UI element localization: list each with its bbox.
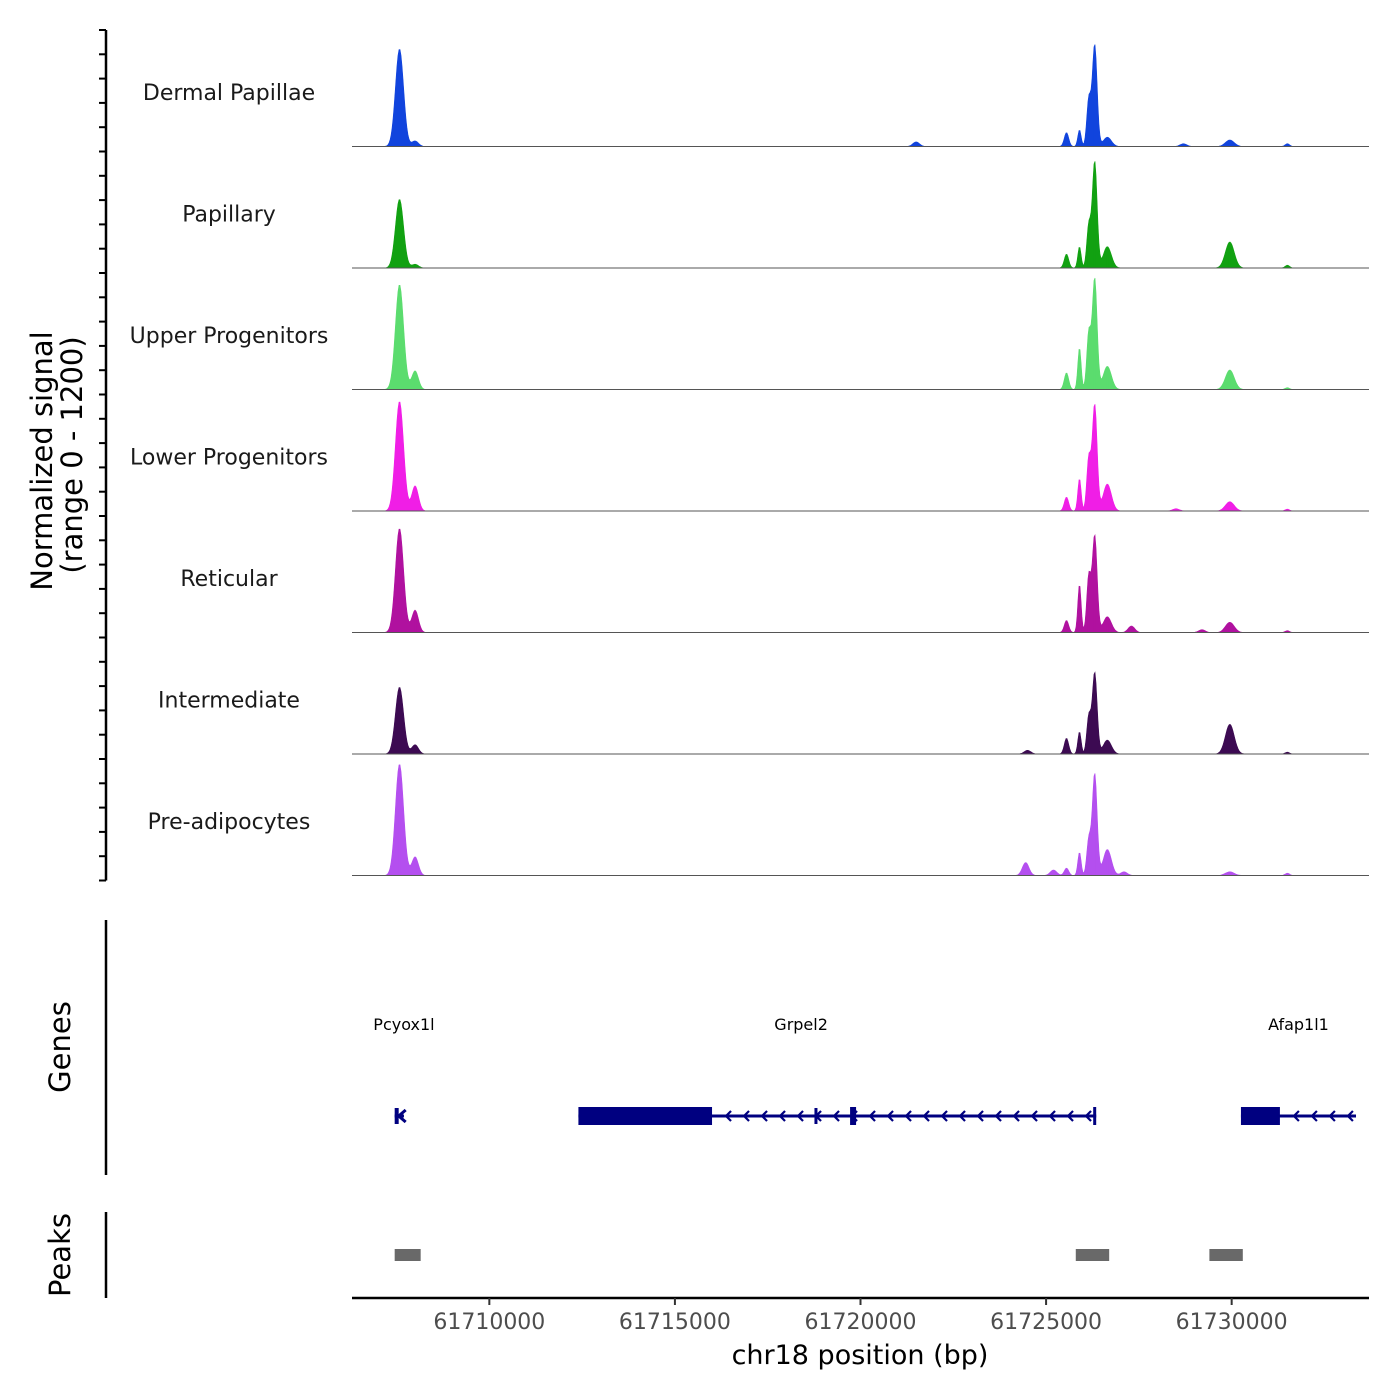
track-lower-progenitors: Lower Progenitors: [130, 401, 1369, 512]
track-label: Intermediate: [158, 689, 300, 714]
strand-arrow: [1048, 1110, 1056, 1122]
strand-arrow: [832, 1110, 840, 1122]
strand-arrow: [976, 1110, 984, 1122]
strand-arrow: [724, 1110, 732, 1122]
strand-arrow: [994, 1110, 1002, 1122]
gene-exon-block: [850, 1107, 857, 1125]
strand-arrow: [742, 1110, 750, 1122]
signal-area: [352, 528, 1369, 633]
strand-arrow: [796, 1110, 804, 1122]
genes-axis-title: Genes: [43, 1001, 77, 1093]
track-label: Dermal Papillae: [143, 81, 315, 106]
gene-exon-block: [814, 1108, 818, 1124]
gene-label: Pcyox1l: [373, 1015, 434, 1034]
x-tick-label: 61730000: [1176, 1310, 1288, 1335]
x-axis-title: chr18 position (bp): [732, 1340, 989, 1371]
track-dermal-papillae: Dermal Papillae: [143, 44, 1369, 147]
strand-arrow: [1292, 1110, 1300, 1122]
track-papillary: Papillary: [182, 161, 1369, 269]
gene-label: Afap1l1: [1268, 1015, 1329, 1034]
gene-exon-block: [1093, 1107, 1097, 1125]
x-tick-label: 61725000: [990, 1310, 1102, 1335]
gene-exon-block: [1240, 1107, 1280, 1125]
strand-arrow: [1012, 1110, 1020, 1122]
gene-label: Grpel2: [774, 1015, 828, 1034]
peak-region: [1209, 1249, 1243, 1261]
gene-grpel2: Grpel2: [578, 1015, 1097, 1125]
track-label: Upper Progenitors: [130, 324, 329, 349]
gene-pcyox1l: Pcyox1l: [373, 1015, 435, 1124]
strand-arrow: [1084, 1110, 1092, 1122]
signal-area: [352, 277, 1369, 390]
gene-exon-block: [578, 1107, 713, 1125]
x-tick-label: 61715000: [619, 1310, 731, 1335]
track-pre-adipocytes: Pre-adipocytes: [148, 764, 1369, 876]
signal-area: [352, 161, 1369, 269]
signal-tracks: Dermal Papillae Papillary Upper Progenitor…: [130, 44, 1369, 876]
signal-area: [352, 764, 1369, 876]
strand-arrow: [922, 1110, 930, 1122]
x-axis-ticks: 61710000 61715000 61720000 61725000 61730000: [433, 1298, 1288, 1335]
y-axis-title-line2: (range 0 - 1200): [55, 336, 89, 573]
strand-arrow: [1310, 1110, 1318, 1122]
strand-arrow: [1066, 1110, 1074, 1122]
track-label: Pre-adipocytes: [148, 810, 311, 835]
strand-arrow: [958, 1110, 966, 1122]
y-axis-title-line1: Normalized signal: [25, 331, 59, 590]
strand-arrow: [868, 1110, 876, 1122]
x-tick-label: 61720000: [805, 1310, 917, 1335]
strand-arrow: [904, 1110, 912, 1122]
strand-arrow: [1346, 1110, 1354, 1122]
track-label: Papillary: [182, 203, 276, 228]
peak-track: [394, 1249, 1243, 1261]
signal-area: [352, 44, 1369, 147]
strand-arrow: [940, 1110, 948, 1122]
signal-area: [352, 671, 1369, 755]
track-label: Reticular: [180, 567, 278, 592]
gene-track: Pcyox1l Grpel2 Afap1l1: [373, 1015, 1357, 1125]
track-upper-progenitors: Upper Progenitors: [130, 277, 1369, 390]
track-intermediate: Intermediate: [158, 671, 1369, 755]
peak-region: [1075, 1249, 1110, 1261]
strand-arrow: [1328, 1110, 1336, 1122]
peak-region: [394, 1249, 421, 1261]
strand-arrow: [1030, 1110, 1038, 1122]
strand-arrow: [886, 1110, 894, 1122]
strand-arrow: [396, 1108, 407, 1124]
track-label: Lower Progenitors: [130, 446, 328, 471]
x-tick-label: 61710000: [433, 1310, 545, 1335]
strand-arrow: [760, 1110, 768, 1122]
signal-y-axis: [99, 29, 108, 882]
peaks-axis-title: Peaks: [43, 1213, 77, 1297]
strand-arrow: [778, 1110, 786, 1122]
gene-afap1l1: Afap1l1: [1240, 1015, 1357, 1125]
signal-area: [352, 401, 1369, 512]
track-reticular: Reticular: [180, 528, 1369, 633]
